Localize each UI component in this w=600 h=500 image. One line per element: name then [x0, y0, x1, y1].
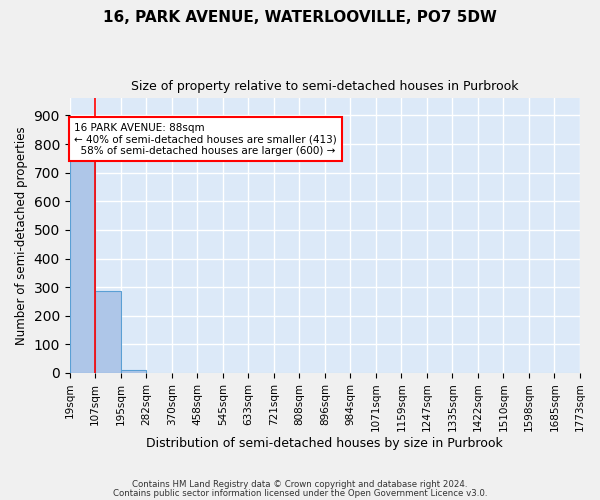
- Text: 16, PARK AVENUE, WATERLOOVILLE, PO7 5DW: 16, PARK AVENUE, WATERLOOVILLE, PO7 5DW: [103, 10, 497, 25]
- Text: Contains public sector information licensed under the Open Government Licence v3: Contains public sector information licen…: [113, 489, 487, 498]
- Bar: [95, 292, 121, 373]
- Y-axis label: Number of semi-detached properties: Number of semi-detached properties: [15, 126, 28, 345]
- Bar: [121, 370, 146, 373]
- Text: 16 PARK AVENUE: 88sqm
← 40% of semi-detached houses are smaller (413)
  58% of s: 16 PARK AVENUE: 88sqm ← 40% of semi-deta…: [74, 122, 337, 156]
- Title: Size of property relative to semi-detached houses in Purbrook: Size of property relative to semi-detach…: [131, 80, 518, 93]
- X-axis label: Distribution of semi-detached houses by size in Purbrook: Distribution of semi-detached houses by …: [146, 437, 503, 450]
- Text: Contains HM Land Registry data © Crown copyright and database right 2024.: Contains HM Land Registry data © Crown c…: [132, 480, 468, 489]
- Bar: [70, 156, 95, 373]
